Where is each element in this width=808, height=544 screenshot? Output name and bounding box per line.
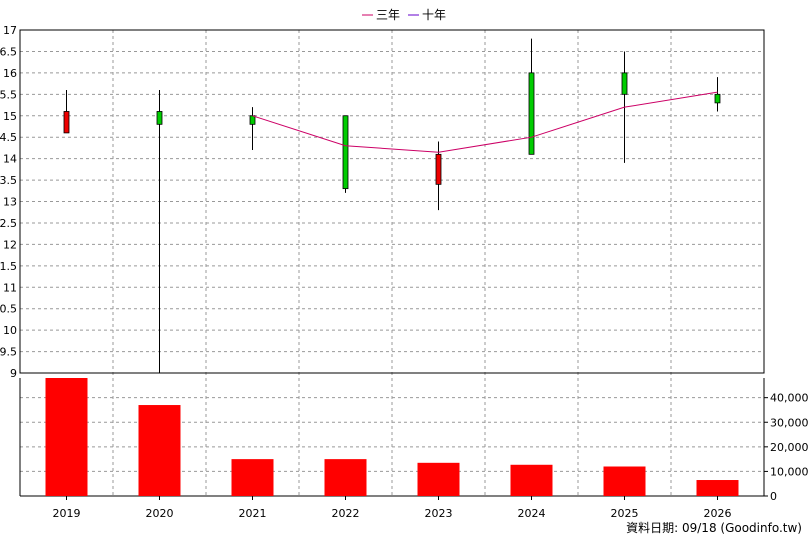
series-line [252, 91, 718, 153]
x-tick-label: 2023 [425, 507, 453, 520]
volume-tick-label: 20,000 [770, 441, 808, 454]
x-tick-label: 2021 [239, 507, 267, 520]
x-tick-label: 2025 [611, 507, 639, 520]
candle-body [156, 111, 163, 125]
volume-bar [696, 480, 739, 496]
data-date-footer: 資料日期: 09/18 (Goodinfo.tw) [626, 521, 802, 535]
price-tick-label: 14.5 [0, 131, 17, 144]
price-tick-label: 15.5 [0, 88, 17, 101]
volume-bar [138, 405, 181, 496]
candle-body [435, 153, 442, 185]
volume-tick-label: 10,000 [770, 465, 808, 478]
price-tick-label: 11.5 [0, 260, 17, 273]
volume-bar [45, 378, 88, 496]
price-tick-label: 10.5 [0, 303, 17, 316]
price-tick-label: 13 [3, 196, 17, 209]
volume-tick-label: 30,000 [770, 416, 808, 429]
x-tick-label: 2020 [146, 507, 174, 520]
legend-label-ten-year: 十年 [422, 8, 446, 22]
price-panel-frame [19, 29, 765, 374]
volume-bar [510, 464, 553, 496]
grid [20, 29, 764, 497]
price-tick-label: 9 [10, 367, 17, 380]
volume-tick-label: 0 [770, 490, 777, 503]
volume-bar [603, 466, 646, 496]
x-tick-label: 2019 [53, 507, 81, 520]
candle-body [621, 72, 628, 95]
price-tick-label: 13.5 [0, 174, 17, 187]
x-tick-label: 2026 [704, 507, 732, 520]
price-tick-label: 11 [3, 281, 17, 294]
price-tick-label: 16.5 [0, 45, 17, 58]
volume-bar [324, 459, 367, 496]
price-tick-label: 12 [3, 238, 17, 251]
price-tick-label: 10 [3, 324, 17, 337]
price-tick-label: 12.5 [0, 217, 17, 230]
volume-tick-label: 40,000 [770, 392, 808, 405]
price-tick-label: 16 [3, 67, 17, 80]
x-tick-label: 2022 [332, 507, 360, 520]
price-tick-label: 14 [3, 153, 17, 166]
candle-body [714, 93, 721, 104]
average-lines [252, 91, 718, 153]
candlesticks [63, 38, 721, 373]
legend-label-three-year: 三年 [376, 8, 400, 22]
candle-body [63, 111, 70, 134]
axes: 9 9.5 10 10.5 11 11.5 12 12.5 13 13.5 14 14.5 15 15.5… [0, 24, 808, 520]
price-tick-label: 15 [3, 110, 17, 123]
price-tick-label: 17 [3, 24, 17, 37]
price-tick-label: 9.5 [0, 346, 17, 359]
volume-bars [45, 378, 739, 496]
candle-body [528, 72, 535, 155]
candle-body [342, 115, 349, 190]
volume-bar [231, 459, 274, 496]
candle-body [249, 115, 256, 125]
volume-bar [417, 462, 460, 496]
x-tick-label: 2024 [518, 507, 546, 520]
legend: 三年 十年 [362, 8, 446, 22]
